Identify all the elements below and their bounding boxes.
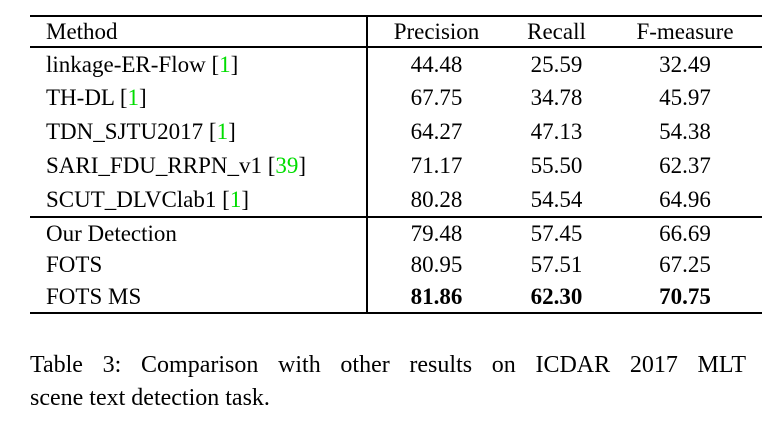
precision-cell: 64.27 [410, 119, 463, 144]
table-row: linkage-ER-Flow [1] 44.48 25.59 32.49 [30, 47, 762, 81]
f-measure-cell: 62.37 [659, 153, 711, 178]
table-row: Our Detection 79.48 57.45 66.69 [30, 217, 762, 249]
method-cell: Our Detection [30, 217, 368, 249]
recall-cell: 55.50 [530, 153, 583, 178]
f-measure-cell: 32.49 [659, 51, 711, 77]
method-cell: FOTS [30, 249, 368, 281]
results-table: Method Precision Recall F-measure linkag… [30, 15, 762, 314]
f-measure-cell: 70.75 [659, 283, 711, 309]
table-row: FOTS MS 81.86 62.30 70.75 [30, 281, 762, 313]
method-cell: SCUT_DLVClab1 [1] [30, 183, 368, 217]
table-caption: Table 3: Comparison with other results o… [30, 349, 746, 415]
our-methods-group: Our Detection 79.48 57.45 66.69 FOTS 80.… [30, 217, 762, 313]
col-header-precision: Precision [393, 18, 480, 44]
citation-ref: [1] [216, 186, 249, 212]
header-row: Method Precision Recall F-measure [30, 16, 762, 47]
method-cell: TH-DL [1] [30, 81, 368, 115]
citation-ref: [1] [205, 51, 239, 77]
col-header-method: Method [30, 16, 368, 47]
citation-number: 1 [219, 51, 231, 77]
f-measure-cell: 54.38 [659, 119, 711, 144]
method-name: TH-DL [46, 85, 115, 110]
published-methods-group: linkage-ER-Flow [1] 44.48 25.59 32.49 TH… [30, 47, 762, 217]
citation-number: 1 [229, 186, 242, 212]
recall-cell: 62.30 [530, 283, 583, 309]
citation-ref: [1] [114, 85, 147, 110]
citation-number: 39 [275, 153, 299, 178]
precision-cell: 44.48 [410, 51, 463, 77]
method-cell: TDN_SJTU2017 [1] [30, 115, 368, 149]
recall-cell: 47.13 [530, 119, 583, 144]
caption-line-2: scene text detection task. [30, 385, 270, 411]
precision-cell: 79.48 [410, 220, 463, 246]
precision-cell: 80.28 [410, 186, 463, 212]
citation-ref: [39] [262, 153, 307, 178]
precision-cell: 80.95 [410, 252, 463, 277]
citation-ref: [1] [203, 119, 236, 144]
method-name: FOTS MS [46, 283, 142, 309]
method-cell: SARI_FDU_RRPN_v1 [39] [30, 149, 368, 183]
method-cell: FOTS MS [30, 281, 368, 313]
table-row: SCUT_DLVClab1 [1] 80.28 54.54 64.96 [30, 183, 762, 217]
table-row: SARI_FDU_RRPN_v1 [39] 71.17 55.50 62.37 [30, 149, 762, 183]
precision-cell: 81.86 [410, 283, 463, 309]
precision-cell: 71.17 [410, 153, 463, 178]
recall-cell: 25.59 [530, 51, 583, 77]
table-row: TH-DL [1] 67.75 34.78 45.97 [30, 81, 762, 115]
precision-cell: 67.75 [410, 85, 463, 110]
recall-cell: 57.45 [530, 220, 583, 246]
f-measure-cell: 67.25 [659, 252, 711, 277]
f-measure-cell: 45.97 [659, 85, 711, 110]
method-name: SCUT_DLVClab1 [46, 186, 217, 212]
table-header: Method Precision Recall F-measure [30, 16, 762, 47]
method-name: TDN_SJTU2017 [46, 119, 204, 144]
col-header-f-measure: F-measure [636, 18, 734, 44]
table-row: TDN_SJTU2017 [1] 64.27 47.13 54.38 [30, 115, 762, 149]
f-measure-cell: 66.69 [659, 220, 711, 246]
method-name: FOTS [46, 252, 103, 277]
citation-number: 1 [216, 119, 229, 144]
method-name: linkage-ER-Flow [46, 51, 206, 77]
col-header-recall: Recall [527, 18, 586, 44]
method-name: Our Detection [46, 220, 177, 246]
method-name: SARI_FDU_RRPN_v1 [46, 153, 262, 178]
table-row: FOTS 80.95 57.51 67.25 [30, 249, 762, 281]
f-measure-cell: 64.96 [659, 186, 711, 212]
recall-cell: 34.78 [530, 85, 583, 110]
caption-line-1: Table 3: Comparison with other results o… [30, 352, 746, 378]
recall-cell: 57.51 [530, 252, 583, 277]
method-cell: linkage-ER-Flow [1] [30, 47, 368, 81]
citation-number: 1 [127, 85, 140, 110]
results-table-wrap: Method Precision Recall F-measure linkag… [30, 15, 762, 314]
recall-cell: 54.54 [530, 186, 583, 212]
